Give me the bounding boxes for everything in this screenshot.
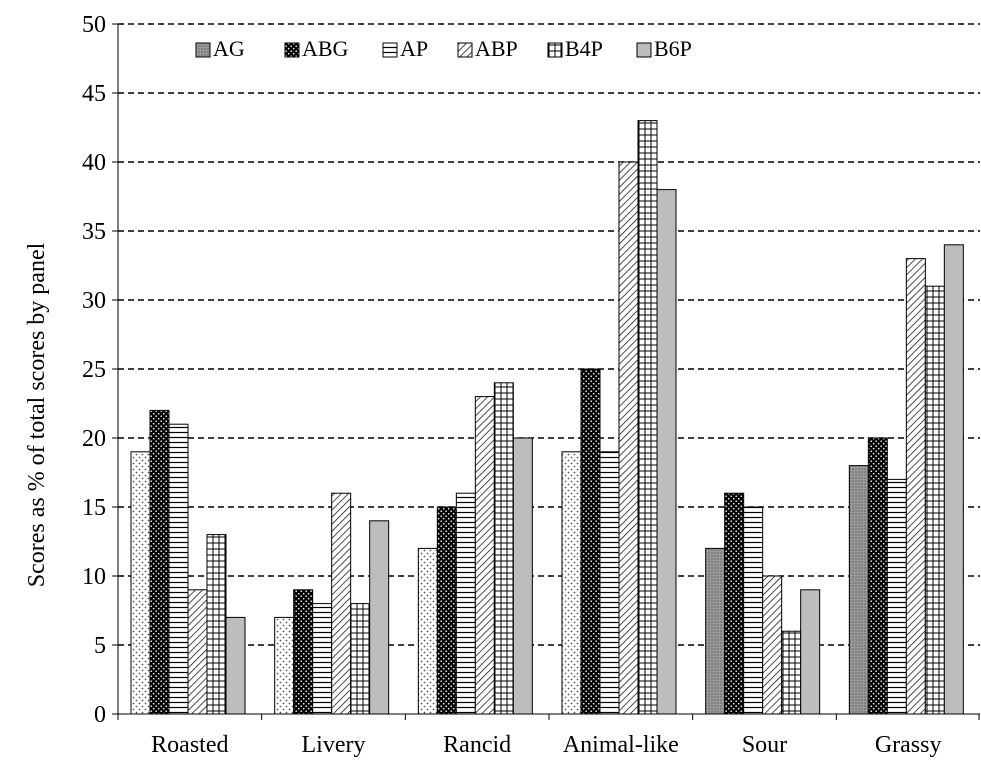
gridlines (118, 23, 980, 646)
y-tick-label: 15 (82, 495, 106, 521)
bar-ag-grassy (848, 465, 869, 715)
bar-b4p-roasted (206, 534, 227, 715)
y-tick-label: 5 (94, 633, 106, 659)
bar-abp-livery (331, 492, 352, 715)
bar-abg-rancid (436, 506, 457, 715)
bar-abp-sour (762, 575, 783, 715)
bar-b4p-rancid (493, 382, 514, 715)
bar-abg-roasted (149, 409, 170, 715)
bar-ag-livery (274, 616, 295, 715)
bar-ag-rancid (417, 547, 438, 715)
y-tick-label: 40 (82, 150, 106, 176)
y-tick-label: 20 (82, 426, 106, 452)
y-tick-label: 50 (82, 12, 106, 38)
bar-abp-rancid (474, 396, 495, 715)
y-tick-label: 25 (82, 357, 106, 383)
legend-swatch-b6p (636, 42, 652, 58)
bar-b6p-animal-like (656, 189, 677, 715)
y-tick-label: 0 (94, 702, 106, 728)
bar-ap-grassy (886, 478, 907, 715)
bar-b6p-livery (369, 520, 390, 715)
bar-abg-animal-like (580, 368, 601, 715)
x-tick-label: Sour (742, 732, 787, 758)
legend-swatch-abg (284, 42, 300, 58)
bar-b6p-roasted (225, 616, 246, 715)
bar-b6p-sour (800, 589, 821, 715)
legend: AG ABG AP ABP B4P B6P (195, 36, 692, 61)
y-tick-label: 30 (82, 288, 106, 314)
legend-label-ag: AG (213, 36, 245, 61)
legend-label-abp: ABP (475, 36, 518, 61)
legend-swatch-ag (195, 42, 211, 58)
bar-abp-grassy (905, 258, 926, 715)
bar-ap-sour (743, 506, 764, 715)
bar-ag-roasted (130, 451, 151, 715)
bar-abg-livery (293, 589, 314, 715)
bar-b4p-animal-like (637, 120, 658, 715)
legend-swatch-abp (457, 42, 473, 58)
bar-b4p-sour (781, 630, 802, 715)
bar-b6p-rancid (512, 437, 533, 715)
legend-label-b4p: B4P (565, 36, 603, 61)
bar-ap-animal-like (599, 451, 620, 715)
y-tick-label: 35 (82, 219, 106, 245)
bar-b4p-grassy (924, 285, 945, 715)
bar-b6p-grassy (943, 244, 964, 715)
bar-ag-sour (705, 547, 726, 715)
axes: 0 5 10 15 20 25 30 35 40 45 50 Roasted Livery Rancid A… (82, 12, 980, 758)
bar-ap-roasted (168, 423, 189, 715)
bar-abp-roasted (187, 589, 208, 715)
legend-swatch-ap (382, 42, 398, 58)
bar-abp-animal-like (618, 161, 639, 715)
bar-abg-grassy (867, 437, 888, 715)
bar-abg-sour (724, 492, 745, 715)
bar-ag-animal-like (561, 451, 582, 715)
bar-ap-rancid (455, 492, 476, 715)
x-tick-label: Roasted (151, 732, 228, 758)
bar-ap-livery (312, 603, 333, 715)
bar-b4p-livery (350, 603, 371, 715)
x-tick-label: Livery (302, 732, 366, 758)
x-tick-label: Rancid (443, 732, 511, 758)
y-tick-label: 10 (82, 564, 106, 590)
bars (130, 120, 964, 715)
y-axis-label: Scores as % of total scores by panel (24, 242, 50, 587)
y-tick-label: 45 (82, 81, 106, 107)
legend-label-b6p: B6P (654, 36, 692, 61)
x-tick-label: Grassy (875, 732, 942, 758)
legend-label-abg: ABG (302, 36, 349, 61)
x-tick-label: Animal-like (563, 732, 679, 758)
legend-label-ap: AP (400, 36, 428, 61)
legend-swatch-b4p (547, 42, 563, 58)
